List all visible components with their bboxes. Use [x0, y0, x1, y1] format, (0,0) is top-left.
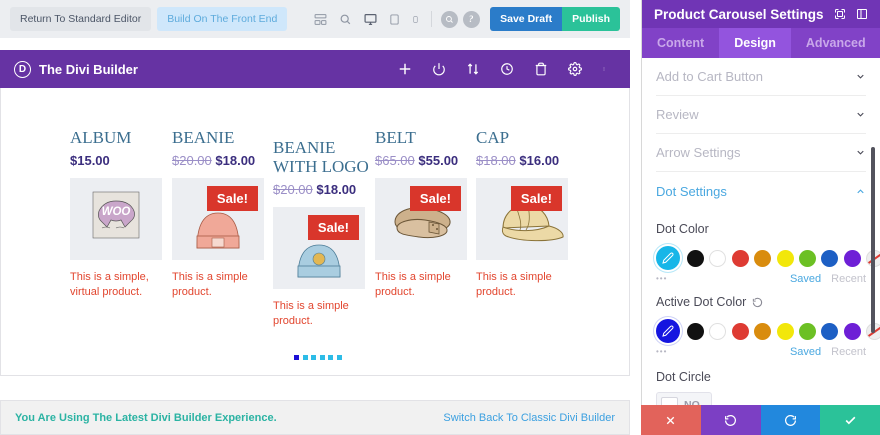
- svg-text:WOO: WOO: [102, 206, 131, 218]
